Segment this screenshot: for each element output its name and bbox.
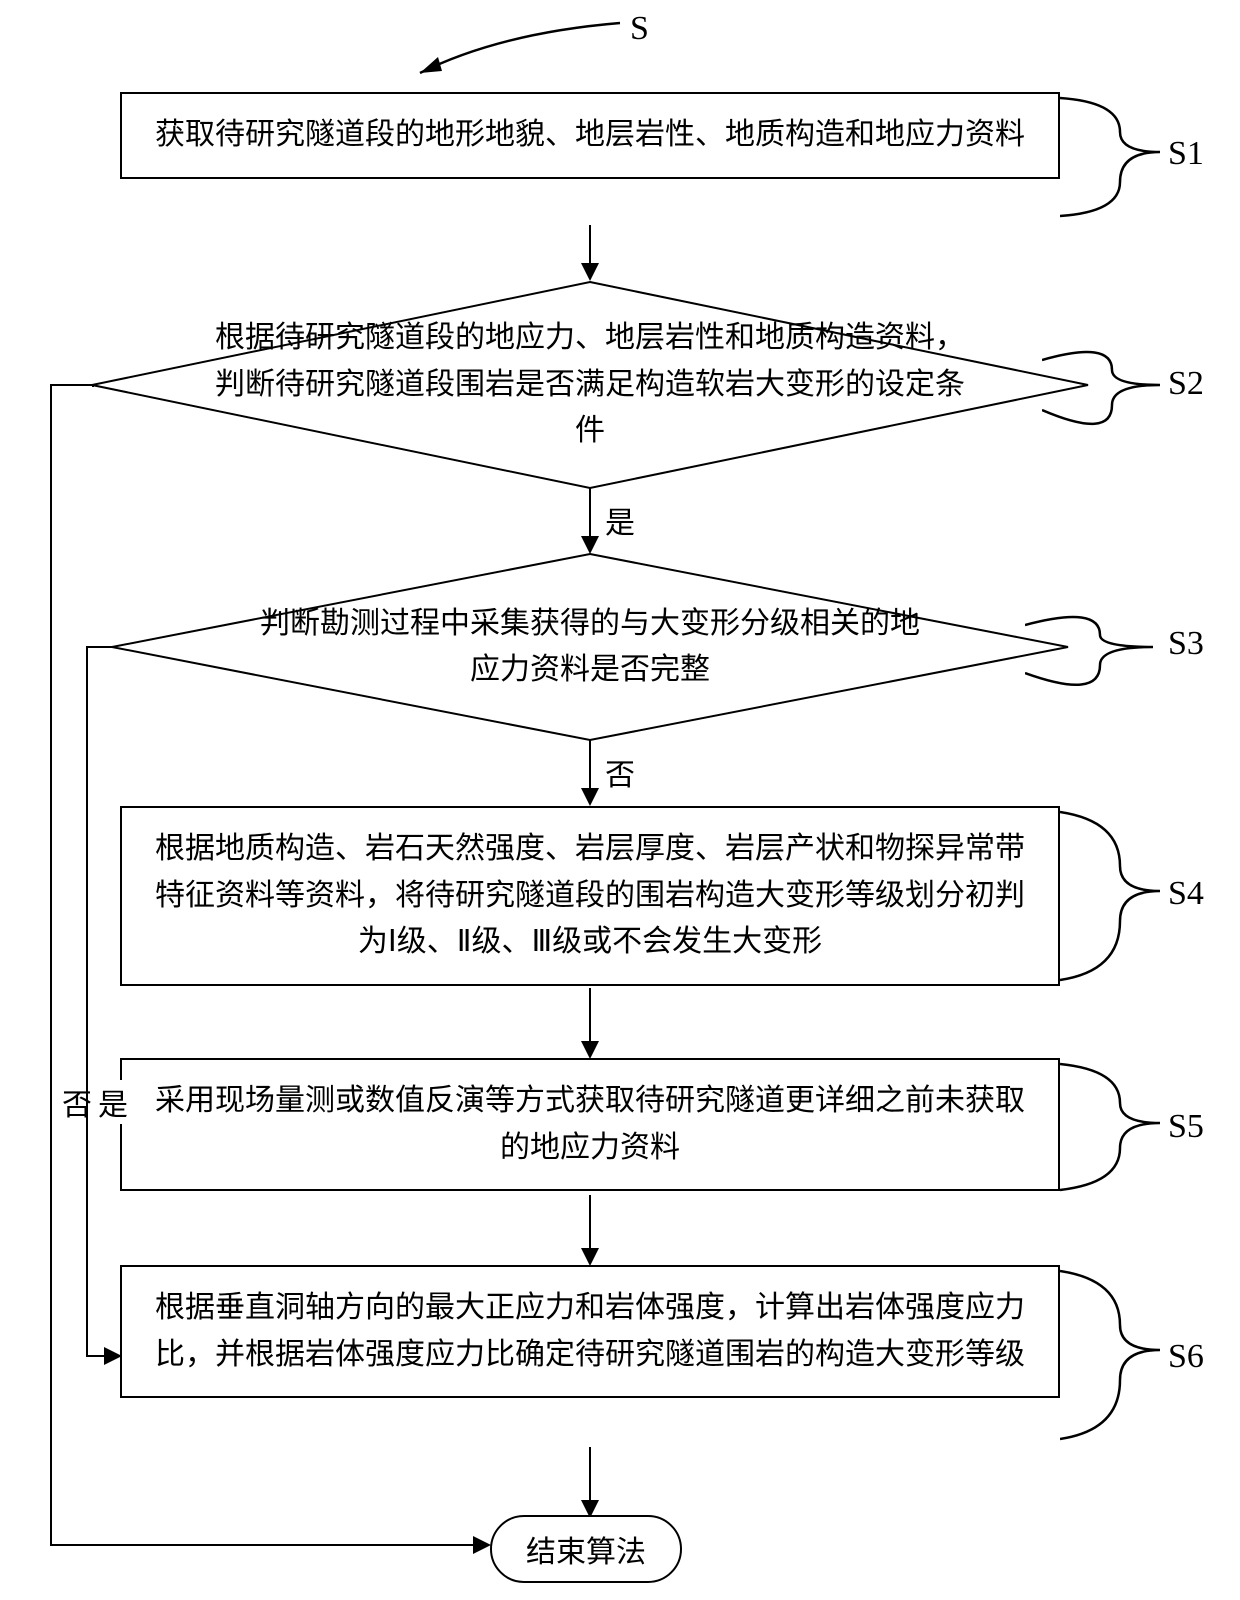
edge-s2-no-head	[473, 1536, 491, 1554]
edge-s2-no-v2	[50, 384, 52, 1544]
step-s5: 采用现场量测或数值反演等方式获取待研究隧道更详细之前未获取的地应力资料	[120, 1058, 1060, 1191]
tag-s1: S1	[1168, 135, 1204, 173]
step-s4: 根据地质构造、岩石天然强度、岩层厚度、岩层产状和物探异常带特征资料等资料，将待研…	[120, 806, 1060, 986]
tag-s4: S4	[1168, 875, 1204, 913]
edge-s1-s2	[589, 225, 591, 265]
end-label: 结束算法	[526, 1527, 646, 1571]
brace-s2	[1042, 300, 1172, 470]
start-label: S	[630, 10, 649, 48]
step-s1-text: 获取待研究隧道段的地形地貌、地层岩性、地质构造和地应力资料	[155, 112, 1025, 159]
step-s5-text: 采用现场量测或数值反演等方式获取待研究隧道更详细之前未获取的地应力资料	[150, 1078, 1030, 1171]
edge-s3-no	[589, 740, 591, 790]
edge-s3-no-head	[581, 788, 599, 806]
step-s2-text: 根据待研究隧道段的地应力、地层岩性和地质构造资料，判断待研究隧道段围岩是否满足构…	[210, 315, 970, 455]
edge-s3-yes-v	[86, 646, 88, 1356]
edge-s4-s5-head	[581, 1041, 599, 1059]
step-s3: 判断勘测过程中采集获得的与大变形分级相关的地应力资料是否完整	[110, 552, 1070, 742]
step-s6: 根据垂直洞轴方向的最大正应力和岩体强度，计算出岩体强度应力比，并根据岩体强度应力…	[120, 1265, 1060, 1398]
edge-s3-yes-head	[104, 1347, 122, 1365]
brace-s4	[1060, 806, 1170, 986]
step-s4-text: 根据地质构造、岩石天然强度、岩层厚度、岩层产状和物探异常带特征资料等资料，将待研…	[150, 826, 1030, 966]
edge-s2-no-h2	[50, 1544, 475, 1546]
edge-s2-no-h1	[50, 384, 94, 386]
step-s3-text: 判断勘测过程中采集获得的与大变形分级相关的地应力资料是否完整	[260, 601, 920, 694]
brace-s3	[1025, 575, 1170, 725]
edge-s6-end	[589, 1447, 591, 1502]
label-s2-yes: 是	[605, 498, 635, 542]
tag-s6: S6	[1168, 1338, 1204, 1376]
step-s2: 根据待研究隧道段的地应力、地层岩性和地质构造资料，判断待研究隧道段围岩是否满足构…	[90, 280, 1090, 490]
tag-s3: S3	[1168, 625, 1204, 663]
tag-s5: S5	[1168, 1108, 1204, 1146]
flowchart-canvas: S 获取待研究隧道段的地形地貌、地层岩性、地质构造和地应力资料 S1 根据待研究…	[20, 20, 1220, 1580]
step-s6-text: 根据垂直洞轴方向的最大正应力和岩体强度，计算出岩体强度应力比，并根据岩体强度应力…	[150, 1285, 1030, 1378]
brace-s1	[1060, 92, 1170, 222]
edge-s4-s5	[589, 988, 591, 1043]
tag-s2: S2	[1168, 365, 1204, 403]
edge-s5-s6	[589, 1195, 591, 1250]
label-s3-yes: 是	[98, 1080, 128, 1124]
label-s3-no: 否	[605, 750, 635, 794]
step-s1: 获取待研究隧道段的地形地貌、地层岩性、地质构造和地应力资料	[120, 92, 1060, 179]
edge-s3-yes-h2	[86, 1355, 106, 1357]
brace-s5	[1060, 1058, 1170, 1198]
edge-s2-yes	[589, 488, 591, 538]
edge-s3-yes-h1	[86, 646, 114, 648]
brace-s6	[1060, 1265, 1170, 1445]
start-arrow	[380, 15, 640, 85]
edge-s1-s2-head	[581, 263, 599, 281]
edge-s5-s6-head	[581, 1248, 599, 1266]
end-terminator: 结束算法	[490, 1515, 682, 1583]
